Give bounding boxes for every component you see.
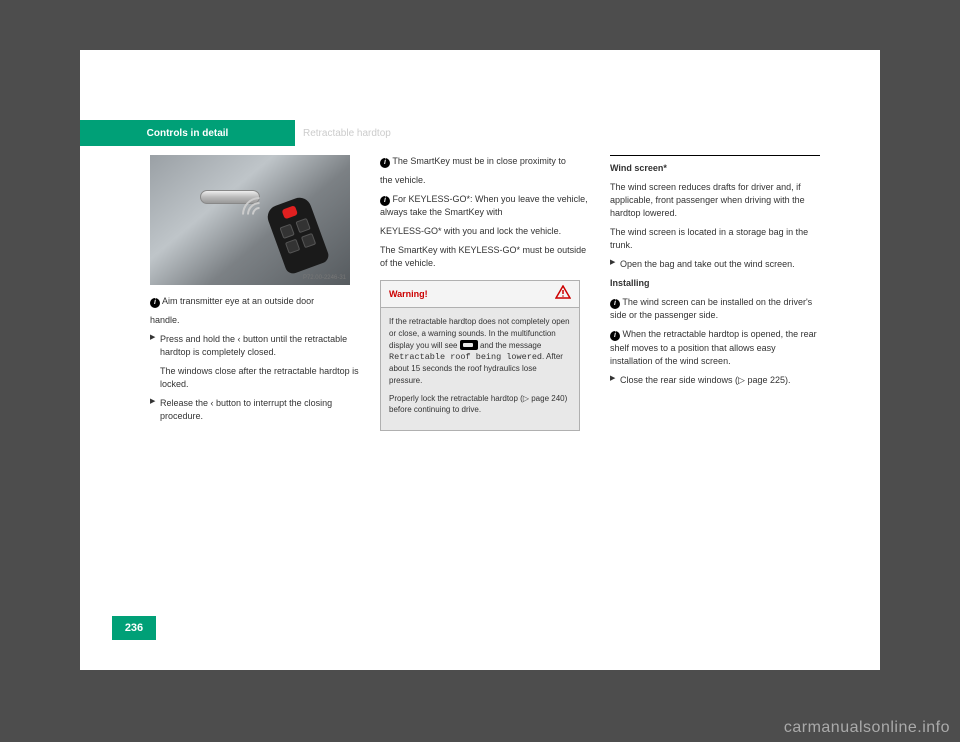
aim-note-2: handle. xyxy=(150,314,360,327)
step-press-hold: Press and hold the ‹ button until the re… xyxy=(150,333,360,359)
wind-screen-p5-text: When the retractable hardtop is opened, … xyxy=(610,329,817,365)
warning-msg: Retractable roof being lowered xyxy=(389,352,542,362)
warning-triangle-icon xyxy=(555,285,571,303)
info-icon: i xyxy=(150,298,160,308)
info-icon: i xyxy=(610,331,620,341)
section-tab: Controls in detail xyxy=(80,120,295,146)
wind-screen-p4: i The wind screen can be installed on th… xyxy=(610,296,820,322)
section-subtitle: Retractable hardtop xyxy=(295,120,495,146)
image-code: P72.00-2246-31 xyxy=(303,274,346,283)
step-windows-close: The windows close after the retractable … xyxy=(150,365,360,391)
wind-screen-p4-text: The wind screen can be installed on the … xyxy=(610,297,812,320)
wind-screen-heading: Wind screen* xyxy=(610,162,820,175)
warning-p1b: and the message xyxy=(480,341,541,350)
info-icon: i xyxy=(380,196,390,206)
warning-body: If the retractable hardtop does not comp… xyxy=(381,308,579,429)
aim-note-text-1: Aim transmitter eye at an outside door xyxy=(162,296,314,306)
info-icon: i xyxy=(610,299,620,309)
car-key-image: P72.00-2246-31 xyxy=(150,155,350,285)
section-title: Controls in detail xyxy=(147,128,229,139)
warning-header: Warning! xyxy=(381,281,579,308)
watermark: carmanualsonline.info xyxy=(784,719,950,737)
proximity-text-2: the vehicle. xyxy=(380,174,590,187)
keyless-text-1: For KEYLESS-GO*: When you leave the vehi… xyxy=(380,194,588,217)
proximity-note: i The SmartKey must be in close proximit… xyxy=(380,155,590,168)
section-rule xyxy=(610,155,820,156)
warning-p2: Properly lock the retractable hardtop (▷… xyxy=(389,393,571,416)
keyless-text-2: KEYLESS-GO* with you and lock the vehicl… xyxy=(380,225,590,238)
wind-screen-p3: Open the bag and take out the wind scree… xyxy=(610,258,820,271)
wind-screen-p6: Close the rear side windows (▷ page 225)… xyxy=(610,374,820,387)
page-number: 236 xyxy=(112,616,156,640)
page-number-text: 236 xyxy=(125,622,143,634)
info-icon: i xyxy=(380,158,390,168)
content-columns: P72.00-2246-31 i Aim transmitter eye at … xyxy=(150,155,870,431)
step-release: Release the ‹ button to interrupt the cl… xyxy=(150,397,360,423)
aim-note-1: i Aim transmitter eye at an outside door xyxy=(150,295,360,308)
warning-p1: If the retractable hardtop does not comp… xyxy=(389,316,571,386)
proximity-text-1: The SmartKey must be in close proximity … xyxy=(392,156,566,166)
key-fob-graphic xyxy=(264,194,330,275)
installing-heading: Installing xyxy=(610,277,820,290)
manual-page: Controls in detail Retractable hardtop xyxy=(80,50,880,670)
column-2: i The SmartKey must be in close proximit… xyxy=(380,155,590,431)
wind-screen-p1: The wind screen reduces drafts for drive… xyxy=(610,181,820,220)
column-1: P72.00-2246-31 i Aim transmitter eye at … xyxy=(150,155,360,431)
warning-title: Warning! xyxy=(389,288,428,301)
wind-screen-p5: i When the retractable hardtop is opened… xyxy=(610,328,820,367)
display-icon xyxy=(460,340,478,350)
keyless-note: i For KEYLESS-GO*: When you leave the ve… xyxy=(380,193,590,219)
subtitle-text: Retractable hardtop xyxy=(303,128,391,139)
column-3: Wind screen* The wind screen reduces dra… xyxy=(610,155,820,431)
warning-box: Warning! If the retractable hardtop does… xyxy=(380,280,580,431)
wind-screen-p2: The wind screen is located in a storage … xyxy=(610,226,820,252)
keyless-text-3: The SmartKey with KEYLESS-GO* must be ou… xyxy=(380,244,590,270)
